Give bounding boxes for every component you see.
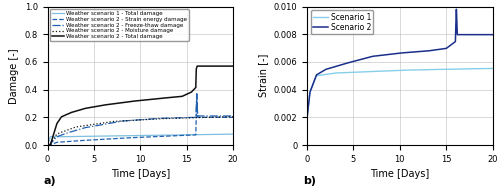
Weather scenario 2 - Freeze-thaw damage <box>118 120 124 122</box>
Weather scenario 2 - Total damage <box>44 144 51 146</box>
Weather scenario 2 - Total damage <box>230 65 236 67</box>
Weather scenario 2 - Total damage <box>76 109 82 111</box>
Weather scenario 2 - Freeze-thaw damage <box>76 128 82 130</box>
Weather scenario 2 - Moisture damage <box>100 122 105 124</box>
Weather scenario 2 - Strain energy damage <box>115 137 121 140</box>
Weather scenario 2 - Moisture damage <box>52 135 59 137</box>
Legend: Weather scenario 1 - Total damage, Weather scenario 2 - Strain energy damage, We: Weather scenario 1 - Total damage, Weath… <box>50 9 188 41</box>
Legend: Scenario 1, Scenario 2: Scenario 1, Scenario 2 <box>311 10 374 34</box>
Line: Weather scenario 2 - Freeze-thaw damage: Weather scenario 2 - Freeze-thaw damage <box>48 94 233 145</box>
Weather scenario 2 - Freeze-thaw damage <box>56 135 62 137</box>
Weather scenario 2 - Strain energy damage <box>230 116 236 118</box>
Y-axis label: Strain [-]: Strain [-] <box>258 54 268 97</box>
Weather scenario 1 - Total damage <box>100 135 105 137</box>
Scenario 1 <box>304 116 310 118</box>
Weather scenario 1 - Total damage <box>52 135 59 137</box>
Scenario 1 <box>383 70 389 72</box>
Weather scenario 2 - Strain energy damage <box>194 93 200 95</box>
Weather scenario 2 - Total damage <box>124 101 130 103</box>
Scenario 2 <box>490 33 496 36</box>
Scenario 1 <box>325 73 331 75</box>
Scenario 2 <box>325 68 331 70</box>
Weather scenario 1 - Total damage <box>166 134 172 136</box>
Line: Weather scenario 2 - Total damage: Weather scenario 2 - Total damage <box>48 66 233 145</box>
Weather scenario 2 - Moisture damage <box>230 116 236 118</box>
Scenario 1 <box>466 68 472 70</box>
Scenario 2 <box>486 33 492 36</box>
Weather scenario 1 - Total damage <box>230 133 236 135</box>
Line: Scenario 2: Scenario 2 <box>307 9 492 117</box>
Scenario 2 <box>454 8 460 10</box>
Weather scenario 2 - Total damage <box>188 92 194 94</box>
Weather scenario 1 - Total damage <box>44 144 51 146</box>
Weather scenario 2 - Total damage <box>46 144 52 146</box>
Weather scenario 2 - Moisture damage <box>134 119 140 121</box>
Weather scenario 2 - Freeze-thaw damage <box>44 144 51 146</box>
Weather scenario 2 - Freeze-thaw damage <box>230 115 236 117</box>
Text: a): a) <box>44 176 56 186</box>
Weather scenario 2 - Total damage <box>194 65 200 67</box>
Weather scenario 2 - Freeze-thaw damage <box>194 93 200 95</box>
Scenario 1 <box>375 70 381 72</box>
Weather scenario 2 - Moisture damage <box>58 131 64 134</box>
Text: b): b) <box>304 176 316 186</box>
Scenario 1 <box>336 72 342 74</box>
Weather scenario 2 - Strain energy damage <box>76 140 82 142</box>
Scenario 2 <box>383 54 389 56</box>
Scenario 2 <box>375 54 381 57</box>
Weather scenario 1 - Total damage <box>48 136 54 138</box>
X-axis label: Time [Days]: Time [Days] <box>110 169 170 179</box>
Weather scenario 2 - Freeze-thaw damage <box>46 144 52 146</box>
Weather scenario 2 - Strain energy damage <box>56 141 62 143</box>
Weather scenario 2 - Moisture damage <box>44 144 51 146</box>
Weather scenario 2 - Moisture damage <box>166 117 172 120</box>
Line: Weather scenario 1 - Total damage: Weather scenario 1 - Total damage <box>48 134 233 145</box>
Weather scenario 2 - Total damage <box>164 97 170 99</box>
Scenario 2 <box>304 116 310 118</box>
Line: Weather scenario 2 - Moisture damage: Weather scenario 2 - Moisture damage <box>48 117 233 145</box>
Weather scenario 2 - Strain energy damage <box>44 144 51 146</box>
Weather scenario 1 - Total damage <box>134 134 140 137</box>
Scenario 2 <box>466 33 472 36</box>
Weather scenario 2 - Strain energy damage <box>46 144 52 146</box>
Weather scenario 2 - Moisture damage <box>48 142 54 144</box>
Weather scenario 2 - Freeze-thaw damage <box>113 121 119 123</box>
Weather scenario 1 - Total damage <box>58 136 64 138</box>
Scenario 1 <box>486 67 492 70</box>
Y-axis label: Damage [-]: Damage [-] <box>9 48 19 104</box>
Scenario 1 <box>490 67 496 70</box>
X-axis label: Time [Days]: Time [Days] <box>370 169 430 179</box>
Line: Scenario 1: Scenario 1 <box>307 68 492 117</box>
Weather scenario 2 - Total damage <box>136 100 142 102</box>
Line: Weather scenario 2 - Strain energy damage: Weather scenario 2 - Strain energy damag… <box>48 94 233 145</box>
Scenario 2 <box>336 64 342 66</box>
Weather scenario 2 - Strain energy damage <box>113 137 119 140</box>
Weather scenario 2 - Strain energy damage <box>118 137 124 139</box>
Weather scenario 2 - Freeze-thaw damage <box>115 121 121 123</box>
